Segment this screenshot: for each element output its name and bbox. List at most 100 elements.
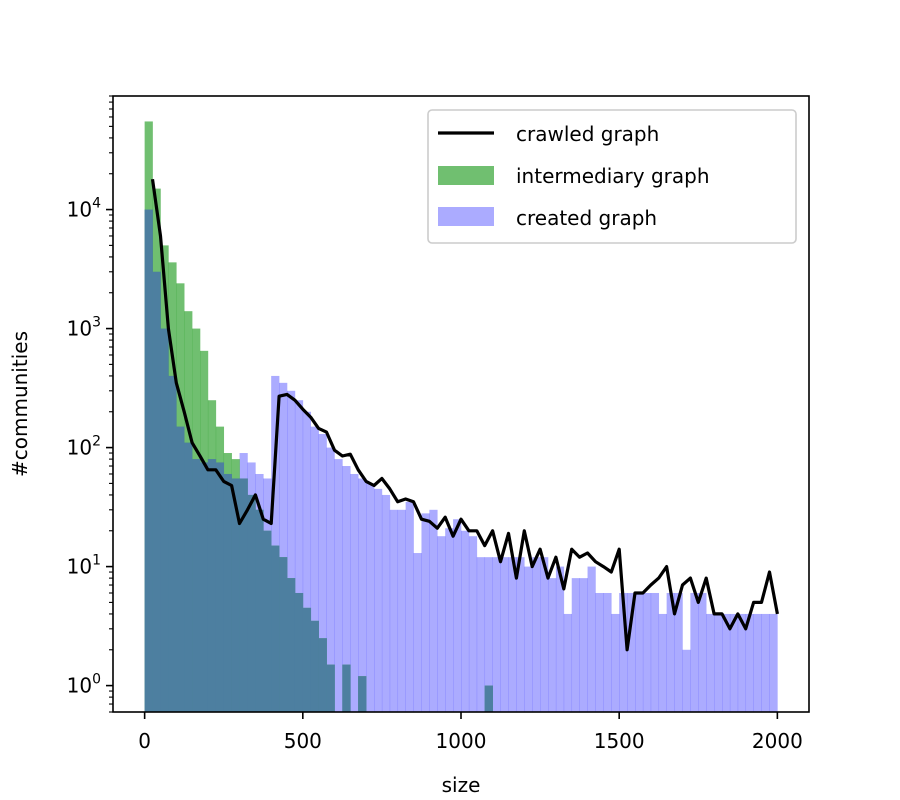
created-graph-bar	[413, 553, 422, 712]
created-graph-bar	[516, 557, 525, 712]
y-tick-label: 103	[67, 315, 101, 341]
overlap-bar	[215, 462, 225, 712]
overlap-bar	[144, 209, 153, 713]
created-graph-bar	[698, 592, 707, 712]
created-graph-bar	[761, 613, 770, 712]
overlap-bar	[318, 638, 327, 712]
overlap-bar	[342, 664, 351, 712]
overlap-bar	[247, 494, 256, 712]
created-graph-bar	[342, 466, 351, 712]
created-graph-bar	[745, 613, 754, 712]
overlap-bar	[176, 426, 185, 712]
created-graph-bar	[389, 509, 399, 712]
created-graph-bar	[555, 566, 565, 712]
y-tick-label: 101	[67, 553, 101, 579]
overlap-bar	[484, 685, 493, 712]
y-tick-label: 100	[67, 672, 101, 698]
created-graph-bar	[437, 536, 446, 712]
y-tick-label: 104	[67, 196, 101, 222]
created-graph-bar	[611, 613, 620, 712]
created-graph-bar	[302, 411, 312, 712]
legend-swatch-intermediary	[438, 166, 494, 185]
overlap-bar	[231, 478, 240, 712]
overlap-bar	[302, 607, 312, 712]
created-graph-bar	[484, 557, 493, 712]
created-graph-bar	[737, 613, 747, 712]
y-tick-label: 102	[67, 434, 101, 460]
created-graph-bar	[461, 530, 470, 712]
created-graph-bar	[722, 613, 731, 712]
overlap-bars	[144, 209, 493, 713]
created-graph-bar	[381, 494, 391, 712]
created-graph-bar	[666, 592, 675, 712]
created-graph-bar	[627, 592, 636, 712]
overlap-bar	[223, 473, 232, 712]
created-graph-bar	[421, 513, 430, 712]
created-graph-bar	[429, 509, 438, 712]
created-graph-bar	[548, 578, 557, 712]
crawled-graph-line	[150, 178, 779, 652]
created-graph-bar	[397, 509, 406, 712]
x-tick-label: 1500	[594, 729, 645, 753]
overlap-bar	[279, 557, 288, 712]
created-graph-bar	[287, 390, 296, 712]
legend-label-created: created graph	[516, 206, 657, 230]
created-graph-bar	[540, 557, 549, 712]
created-graph-bar	[682, 649, 691, 712]
created-graph-bar	[587, 566, 596, 712]
created-graph-bar	[271, 375, 280, 712]
overlap-bar	[294, 592, 304, 712]
created-graph-bar	[500, 557, 509, 712]
created-graph-bar	[445, 528, 454, 712]
created-graph-bar	[524, 566, 533, 712]
legend-label-crawled: crawled graph	[516, 122, 659, 146]
created-graph-bar	[642, 592, 652, 712]
overlap-bar	[358, 676, 367, 712]
overlap-bar	[160, 328, 169, 712]
x-tick-label: 500	[284, 729, 322, 753]
created-graph-bar	[318, 434, 327, 712]
overlap-bar	[192, 459, 201, 712]
created-graph-bar	[603, 592, 612, 712]
created-graph-bar	[532, 557, 541, 712]
created-graph-bar	[294, 400, 304, 712]
created-graph-bar	[476, 557, 486, 712]
created-graph-bar	[279, 382, 288, 712]
created-graph-bar	[563, 613, 573, 712]
created-graph-bar	[706, 613, 715, 712]
created-graph-bar	[769, 613, 778, 712]
legend-swatch-created	[438, 207, 494, 226]
created-graph-bar	[571, 578, 580, 712]
legend: crawled graph intermediary graph created…	[427, 109, 797, 244]
overlap-bar	[239, 478, 248, 712]
overlap-bar	[152, 271, 161, 712]
created-graph-bar	[690, 592, 699, 712]
created-graph-bar	[468, 536, 478, 712]
created-graph-bar	[508, 557, 517, 712]
overlap-bar	[263, 530, 272, 712]
overlap-bar	[255, 509, 264, 712]
created-graph-bar	[366, 483, 375, 712]
overlap-bar	[271, 545, 280, 712]
created-graph-bar	[350, 473, 359, 712]
created-graph-bar	[619, 592, 628, 712]
y-axis: 100 101 102 103 104	[67, 95, 113, 713]
overlap-bar	[287, 578, 296, 712]
x-tick-label: 0	[138, 729, 151, 753]
overlap-bar	[184, 442, 193, 712]
created-graph-bar	[635, 592, 644, 712]
created-graph-bar	[595, 592, 604, 712]
x-tick-label: 2000	[752, 729, 803, 753]
overlap-bar	[310, 620, 319, 712]
created-graph-bar	[358, 478, 367, 712]
created-graph-bar	[650, 592, 660, 712]
created-graph-bar	[729, 613, 739, 712]
y-axis-label: #communities	[8, 331, 32, 477]
created-graph-bar	[579, 578, 588, 712]
x-axis-label: size	[442, 773, 481, 797]
created-graph-bar	[753, 613, 762, 712]
created-graph-bar	[453, 519, 462, 712]
created-graph-bar	[674, 592, 683, 712]
overlap-bar	[168, 375, 177, 712]
